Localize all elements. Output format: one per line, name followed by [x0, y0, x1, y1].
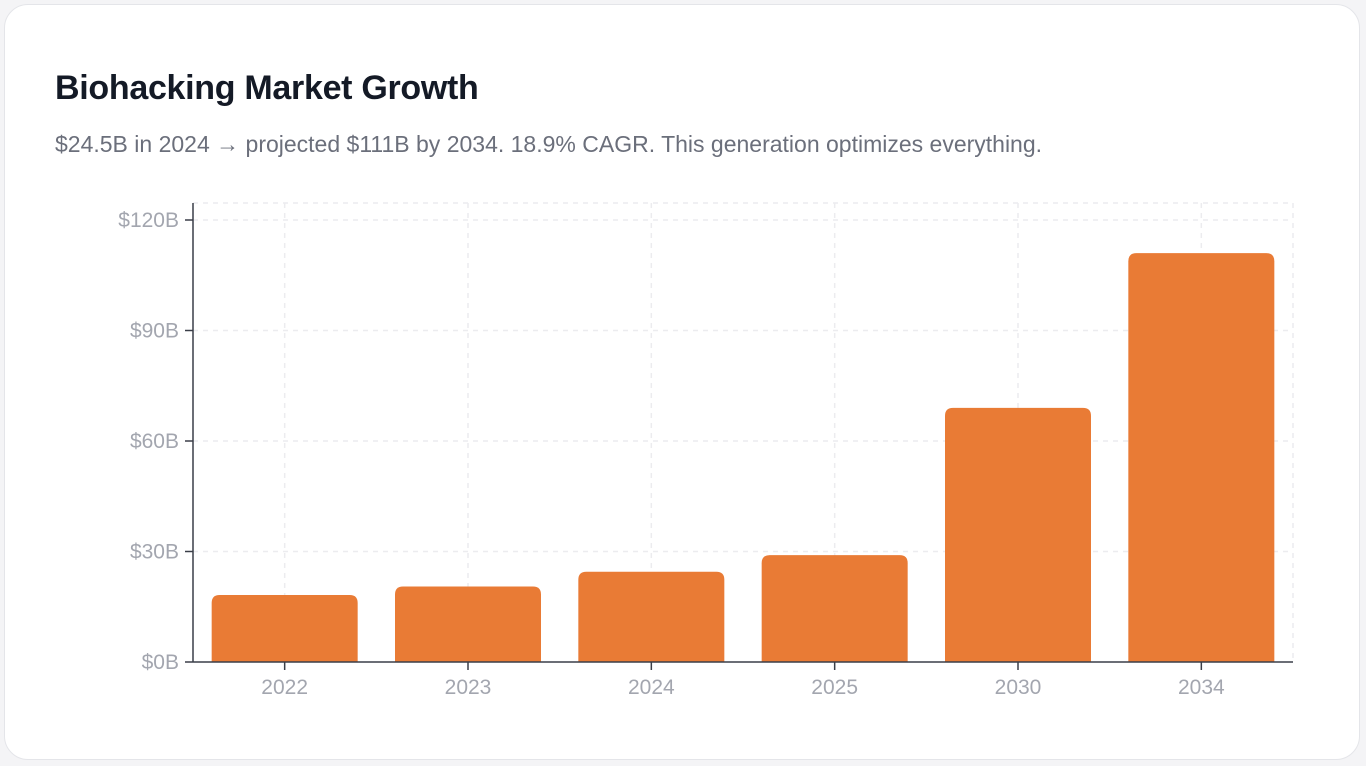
y-tick-label: $0B — [142, 651, 179, 674]
bar-2023[interactable] — [395, 586, 541, 662]
x-tick-label: 2025 — [811, 676, 858, 699]
bar-2030[interactable] — [945, 407, 1091, 662]
bar-2034[interactable] — [1128, 253, 1275, 662]
x-tick-label: 2034 — [1178, 676, 1225, 699]
x-tick-label: 2022 — [261, 676, 308, 699]
bar-2024[interactable] — [578, 571, 725, 662]
y-tick-label: $30B — [130, 541, 179, 564]
chart-subtitle: $24.5B in 2024 → projected $111B by 2034… — [55, 131, 1043, 157]
y-tick-label: $90B — [130, 320, 179, 343]
bar-2022[interactable] — [211, 594, 358, 662]
tick-labels: $0B $30B $60B $90B $120B 2022 2023 2024 2025 2030… — [118, 209, 1225, 699]
x-tick-label: 2030 — [995, 676, 1042, 699]
x-tick-label: 2023 — [445, 676, 492, 699]
axes — [185, 203, 1293, 670]
chart-title: Biohacking Market Growth — [55, 69, 479, 107]
x-tick-label: 2024 — [628, 676, 675, 699]
bar-2025[interactable] — [761, 555, 908, 662]
y-tick-label: $60B — [130, 430, 179, 453]
grid-lines — [193, 202, 1294, 662]
bars — [211, 253, 1275, 662]
y-tick-label: $120B — [118, 209, 179, 232]
